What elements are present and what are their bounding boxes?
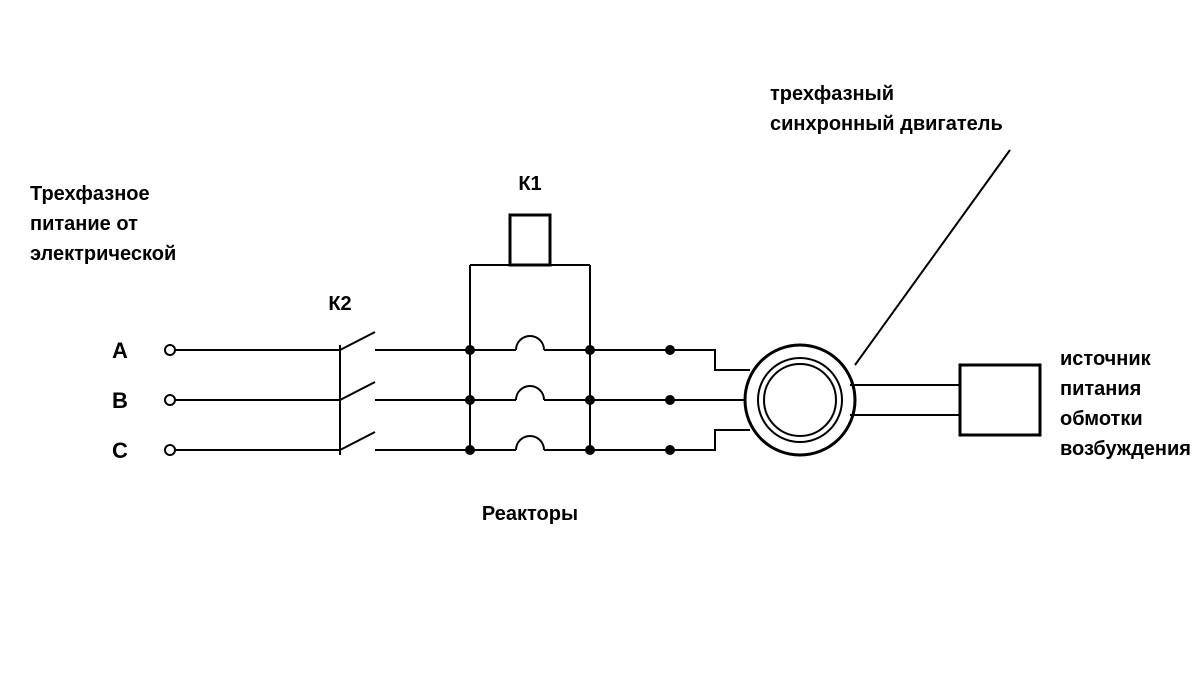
k2-label: К2 xyxy=(328,293,351,315)
phase-label-A: A xyxy=(112,338,128,363)
supply-label-3: электрической xyxy=(30,243,176,265)
motor-outer xyxy=(745,345,855,455)
k1-contactor xyxy=(510,215,550,265)
supply-label-1: Трехфазное xyxy=(30,183,150,205)
exciter-label-4: возбуждения xyxy=(1060,438,1191,460)
phase-label-C: C xyxy=(112,438,128,463)
phase-label-B: B xyxy=(112,388,128,413)
reactors-label: Реакторы xyxy=(482,503,578,525)
motor-label-1: трехфазный xyxy=(770,83,894,105)
exciter-label-3: обмотки xyxy=(1060,408,1143,430)
motor-label-2: синхронный двигатель xyxy=(770,113,1003,135)
k1-label: К1 xyxy=(518,173,541,195)
exciter-box xyxy=(960,365,1040,435)
exciter-label-2: питания xyxy=(1060,378,1141,400)
exciter-label-1: источник xyxy=(1060,348,1152,370)
supply-label-2: питание от xyxy=(30,213,138,235)
